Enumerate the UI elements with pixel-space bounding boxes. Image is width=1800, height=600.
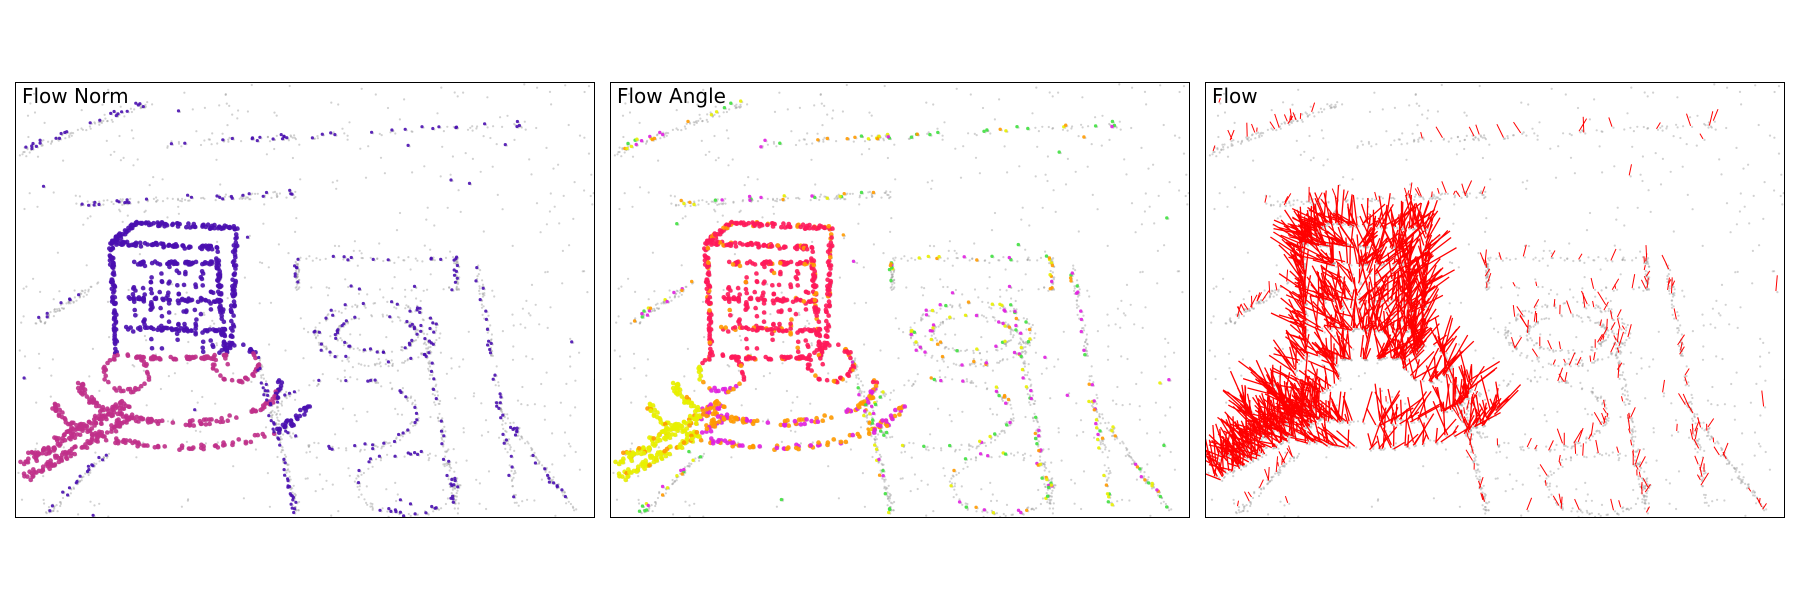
- panel-flow-norm: Flow Norm: [15, 82, 595, 518]
- panel-flow: Flow: [1205, 82, 1785, 518]
- flow-angle-image: [612, 83, 1189, 517]
- panel-title-flow-angle: Flow Angle: [617, 84, 726, 108]
- panel-title-flow-norm: Flow Norm: [22, 84, 129, 108]
- panel-flow-angle: Flow Angle: [610, 82, 1190, 518]
- panel-title-flow: Flow: [1212, 84, 1258, 108]
- flow-vector-image: [1206, 83, 1784, 517]
- flow-norm-image: [17, 83, 594, 517]
